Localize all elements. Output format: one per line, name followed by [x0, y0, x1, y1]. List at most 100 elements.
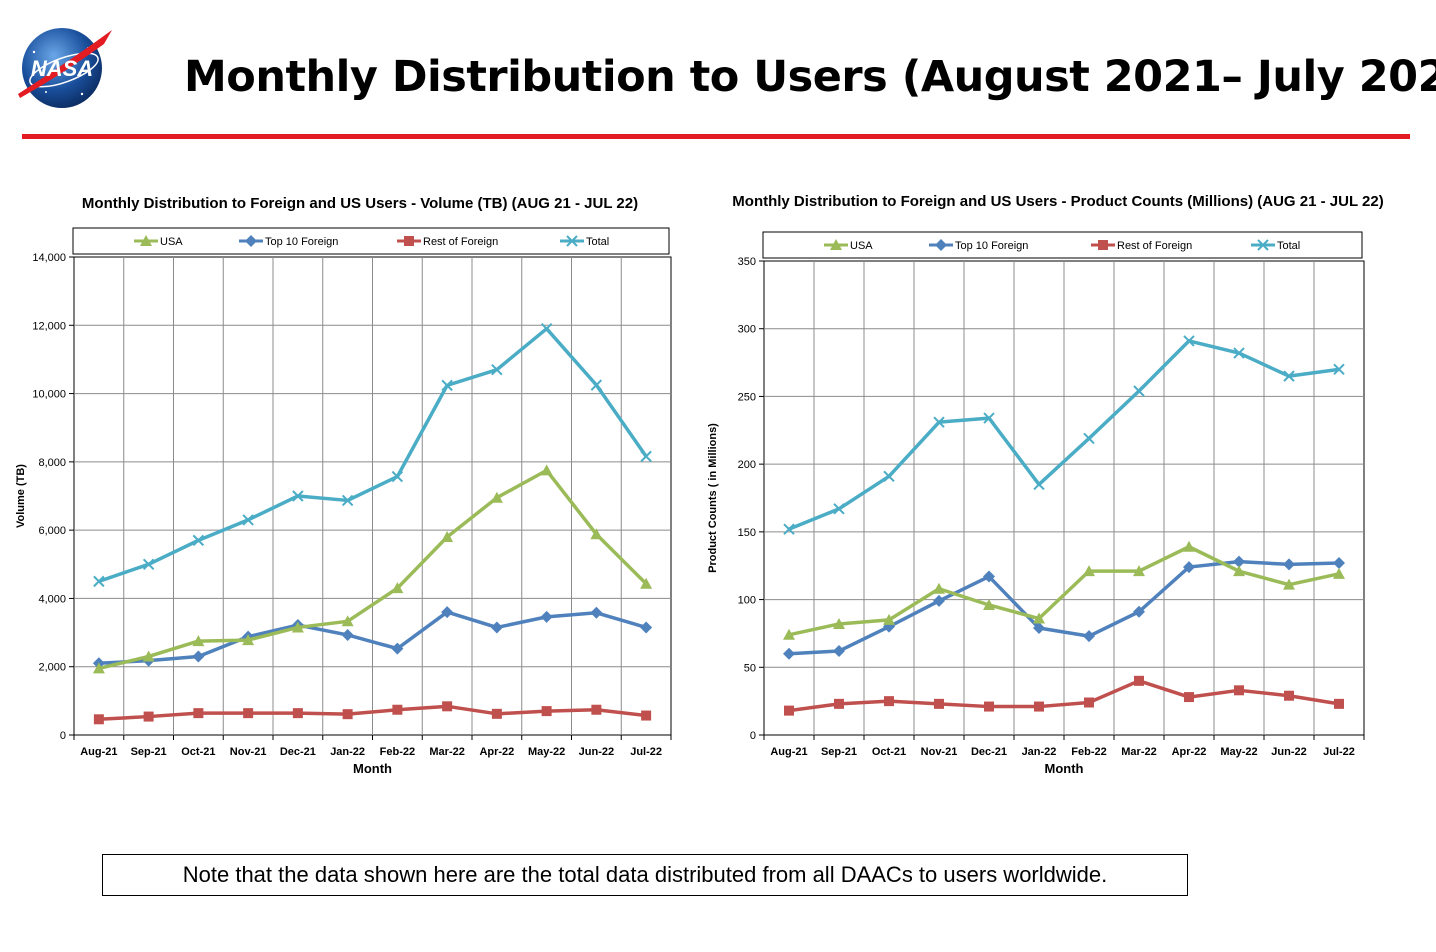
product-counts-chart: Monthly Distribution to Foreign and US U…: [700, 180, 1436, 800]
chart0-xtick-label-7: Mar-22: [429, 746, 464, 758]
page-title: Monthly Distribution to Users (August 20…: [184, 52, 1436, 102]
chart1-series-top-10-foreign-point-3: [933, 594, 945, 607]
chart0-legend-label-2: Rest of Foreign: [423, 236, 498, 248]
chart1-series-usa-point-8: [1183, 540, 1195, 552]
chart1-series-top-10-foreign: [783, 555, 1345, 660]
chart0-series-rest-of-foreign-point-1: [143, 711, 154, 722]
chart0-xtick-label-8: Apr-22: [479, 746, 514, 758]
chart1-series-rest-of-foreign-point-3: [934, 698, 944, 709]
chart0-ytick-label-4: 8,000: [38, 457, 66, 469]
chart1-ytick-label-4: 200: [738, 459, 756, 471]
chart0-series-rest-of-foreign-point-3: [243, 708, 254, 719]
chart1-series-top-10-foreign-point-10: [1283, 558, 1295, 571]
chart0-xtick-label-3: Nov-21: [230, 746, 267, 758]
chart0-series-total-point-6: [391, 470, 404, 483]
chart1-series-usa-point-2: [883, 613, 895, 625]
chart1-ytick-label-3: 150: [738, 527, 756, 539]
chart0-series-rest-of-foreign: [93, 701, 652, 725]
chart1-xtick-label-9: May-22: [1220, 746, 1257, 758]
chart1-xaxis-label: Month: [1045, 761, 1084, 776]
chart0-xtick-label-6: Feb-22: [380, 746, 415, 758]
chart1-series-usa-point-1: [833, 617, 845, 629]
chart0-series-top-10-foreign-point-10: [590, 606, 603, 619]
chart1-ytick-label-2: 100: [738, 595, 756, 607]
chart0-ytick-label-6: 12,000: [32, 320, 66, 332]
chart1-xtick-label-7: Mar-22: [1121, 746, 1156, 758]
chart0-legend-marker-3: [566, 235, 578, 247]
chart0-legend-label-1: Top 10 Foreign: [265, 236, 338, 248]
chart0-series-usa-point-1: [142, 650, 155, 662]
chart1-series-total-point-2: [883, 470, 895, 483]
nasa-logo: NASA: [12, 22, 116, 112]
chart0-yaxis-label: Volume (TB): [15, 464, 27, 528]
chart0-series-usa-point-2: [192, 635, 205, 647]
chart0-series-top-10-foreign-point-2: [192, 650, 205, 663]
chart0-xtick-label-10: Jun-22: [579, 746, 614, 758]
chart1-series-rest-of-foreign-point-6: [1084, 697, 1094, 708]
chart1-series-total-point-8: [1183, 335, 1195, 347]
chart0-series-total-point-1: [142, 558, 155, 570]
chart0-series-rest-of-foreign-line: [98, 704, 647, 722]
chart1-series-top-10-foreign-point-2: [883, 620, 895, 633]
chart1-series-total: [783, 335, 1345, 535]
chart0-legend-label-0: USA: [160, 236, 183, 248]
chart1-series-total-point-9: [1233, 347, 1245, 359]
chart0-series-total: [93, 322, 652, 588]
chart0-series-rest-of-foreign-point-2: [193, 708, 204, 719]
chart1-series-usa-point-11: [1333, 567, 1345, 579]
chart0-series-total-line: [98, 326, 648, 584]
chart0-series-rest-of-foreign-point-5: [342, 709, 353, 720]
chart1-series-rest-of-foreign-point-11: [1334, 698, 1344, 709]
chart1-series-total-point-11: [1333, 363, 1345, 376]
chart1-legend-marker-0: [830, 239, 842, 250]
chart0-series-usa-point-11: [640, 577, 653, 589]
chart0-series-total-point-5: [341, 494, 354, 507]
chart0-xaxis-label: Month: [353, 761, 392, 776]
chart1-series-top-10-foreign-point-0: [783, 647, 795, 660]
chart1-series-top-10-foreign-point-9: [1233, 555, 1245, 568]
chart0-title: Monthly Distribution to Foreign and US U…: [82, 195, 638, 212]
chart1-series-rest-of-foreign-point-7: [1134, 675, 1144, 686]
chart0-ytick-label-5: 10,000: [32, 389, 66, 401]
footnote-text: Note that the data shown here are the to…: [182, 862, 1108, 887]
chart1-series-rest-of-foreign-point-0: [784, 705, 794, 716]
chart0-series-rest-of-foreign-point-6: [392, 704, 403, 715]
chart0-xtick-label-2: Oct-21: [181, 746, 215, 758]
chart1-series-total-line: [788, 339, 1340, 531]
chart1-series-total-point-0: [783, 523, 795, 535]
chart0-series-usa-point-3: [242, 634, 255, 646]
chart0-ytick-label-7: 14,000: [32, 252, 66, 264]
chart0-series-top-10-foreign-point-6: [391, 642, 404, 655]
chart0-series-total-point-10: [590, 379, 603, 391]
chart0-series-usa-point-9: [540, 464, 553, 476]
chart0-ytick-label-3: 6,000: [38, 525, 66, 537]
chart0-legend-marker-1: [245, 235, 257, 247]
chart0-series-total-point-7: [441, 379, 453, 392]
logo-text: NASA: [31, 56, 93, 81]
chart0-series-rest-of-foreign-point-8: [491, 708, 502, 719]
chart1-legend-marker-1: [935, 239, 947, 251]
chart0-series-top-10-foreign-point-7: [441, 606, 454, 619]
chart1-series-rest-of-foreign-point-2: [884, 696, 894, 707]
chart0-series-usa-point-6: [391, 582, 404, 594]
chart0-legend-marker-0: [140, 235, 152, 246]
chart1-ytick-label-6: 300: [738, 324, 756, 336]
chart1-series-total-point-10: [1283, 370, 1295, 382]
chart1-series-rest-of-foreign-point-1: [834, 698, 844, 709]
chart1-series-usa-point-3: [933, 582, 945, 594]
chart0-series-usa-point-7: [441, 530, 454, 542]
chart0-xtick-label-1: Sep-21: [131, 746, 167, 758]
chart1-series-total-point-5: [1033, 478, 1045, 491]
chart0-series-top-10-foreign-point-9: [540, 610, 553, 623]
chart1-series-rest-of-foreign: [784, 675, 1344, 716]
chart1-series-usa-point-6: [1083, 565, 1095, 577]
chart0-ytick-label-2: 4,000: [38, 593, 66, 605]
chart1-series-rest-of-foreign-point-8: [1184, 692, 1194, 703]
chart1-series-usa: [783, 540, 1345, 640]
chart0-xtick-label-9: May-22: [528, 746, 565, 758]
chart1-xtick-label-2: Oct-21: [872, 746, 906, 758]
chart0-ytick-label-0: 0: [60, 730, 66, 742]
chart1-series-total-point-6: [1083, 432, 1095, 445]
chart1-series-usa-point-0: [783, 628, 795, 640]
chart1-xtick-label-0: Aug-21: [770, 746, 807, 758]
